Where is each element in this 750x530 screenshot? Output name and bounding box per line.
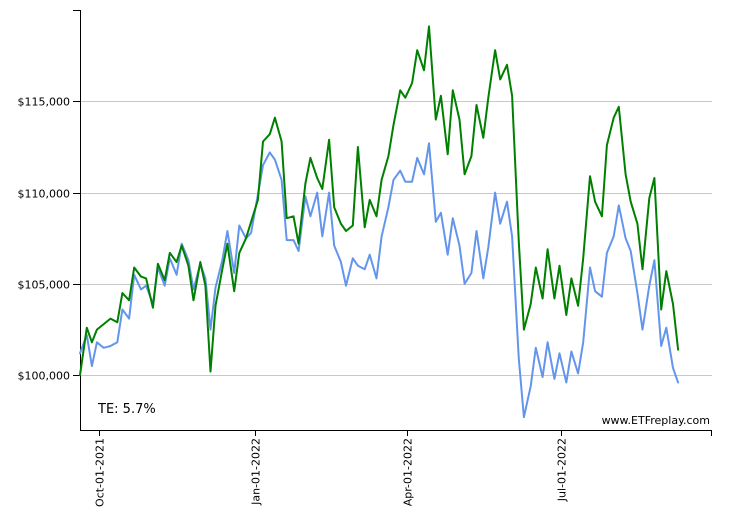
x-tick-label: Jan-01-2022 (250, 438, 263, 506)
y-tick-label: $100,000 (18, 370, 71, 383)
tracking-error-annotation: TE: 5.7% (97, 402, 156, 417)
axes (73, 10, 712, 436)
x-tick-label: Oct-01-2021 (94, 438, 107, 507)
grid-lines (80, 101, 712, 376)
x-tick-label: Apr-01-2022 (402, 438, 415, 506)
watermark-text: www.ETFreplay.com (602, 414, 710, 427)
x-tick-label: Jul-01-2022 (556, 438, 569, 502)
x-tick-labels: Oct-01-2021 Jan-01-2022 Apr-01-2022 Jul-01-… (94, 438, 569, 507)
series-lines (79, 25, 680, 419)
y-tick-label: $115,000 (18, 96, 71, 109)
y-tick-labels: $100,000 $105,000 $110,000 $115,000 (18, 96, 71, 383)
y-tick-label: $105,000 (18, 279, 71, 292)
y-tick-label: $110,000 (18, 188, 71, 201)
series-line-1 (79, 25, 680, 377)
